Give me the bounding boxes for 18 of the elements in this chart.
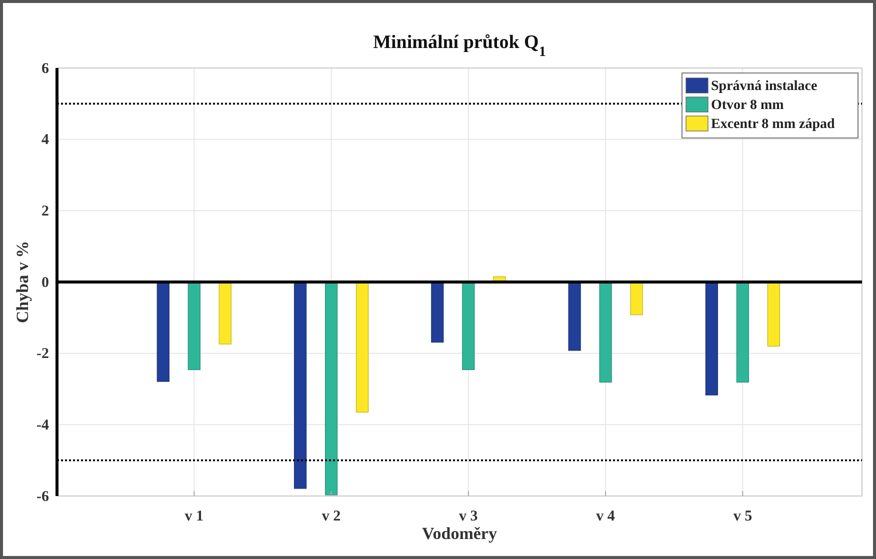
y-tick-label: 2 [42,203,49,220]
y-axis-title: Chyba v % [13,240,32,324]
x-tick-label: v 3 [459,508,478,525]
x-tick-label: v 2 [322,508,341,525]
y-tick-label: 0 [42,274,49,291]
x-tick-label: v 5 [733,508,752,525]
y-tick-label: 6 [42,60,50,77]
y-tick-label: 4 [42,132,50,148]
chart-title: Minimální průtok Q$_{1}$ [373,32,546,60]
legend-label: Správná instalace [711,79,818,94]
x-tick-label: v 4 [596,508,616,525]
y-tick-label: -6 [36,488,50,505]
legend-label: Excentr 8 mm západ [711,117,835,132]
y-tick-label: -2 [36,346,49,362]
legend-label: Otvor 8 mm [711,98,784,113]
x-axis-title: Vodoměry [422,524,498,543]
x-tick-label: v 1 [184,508,204,525]
y-tick-label: -4 [36,417,50,434]
